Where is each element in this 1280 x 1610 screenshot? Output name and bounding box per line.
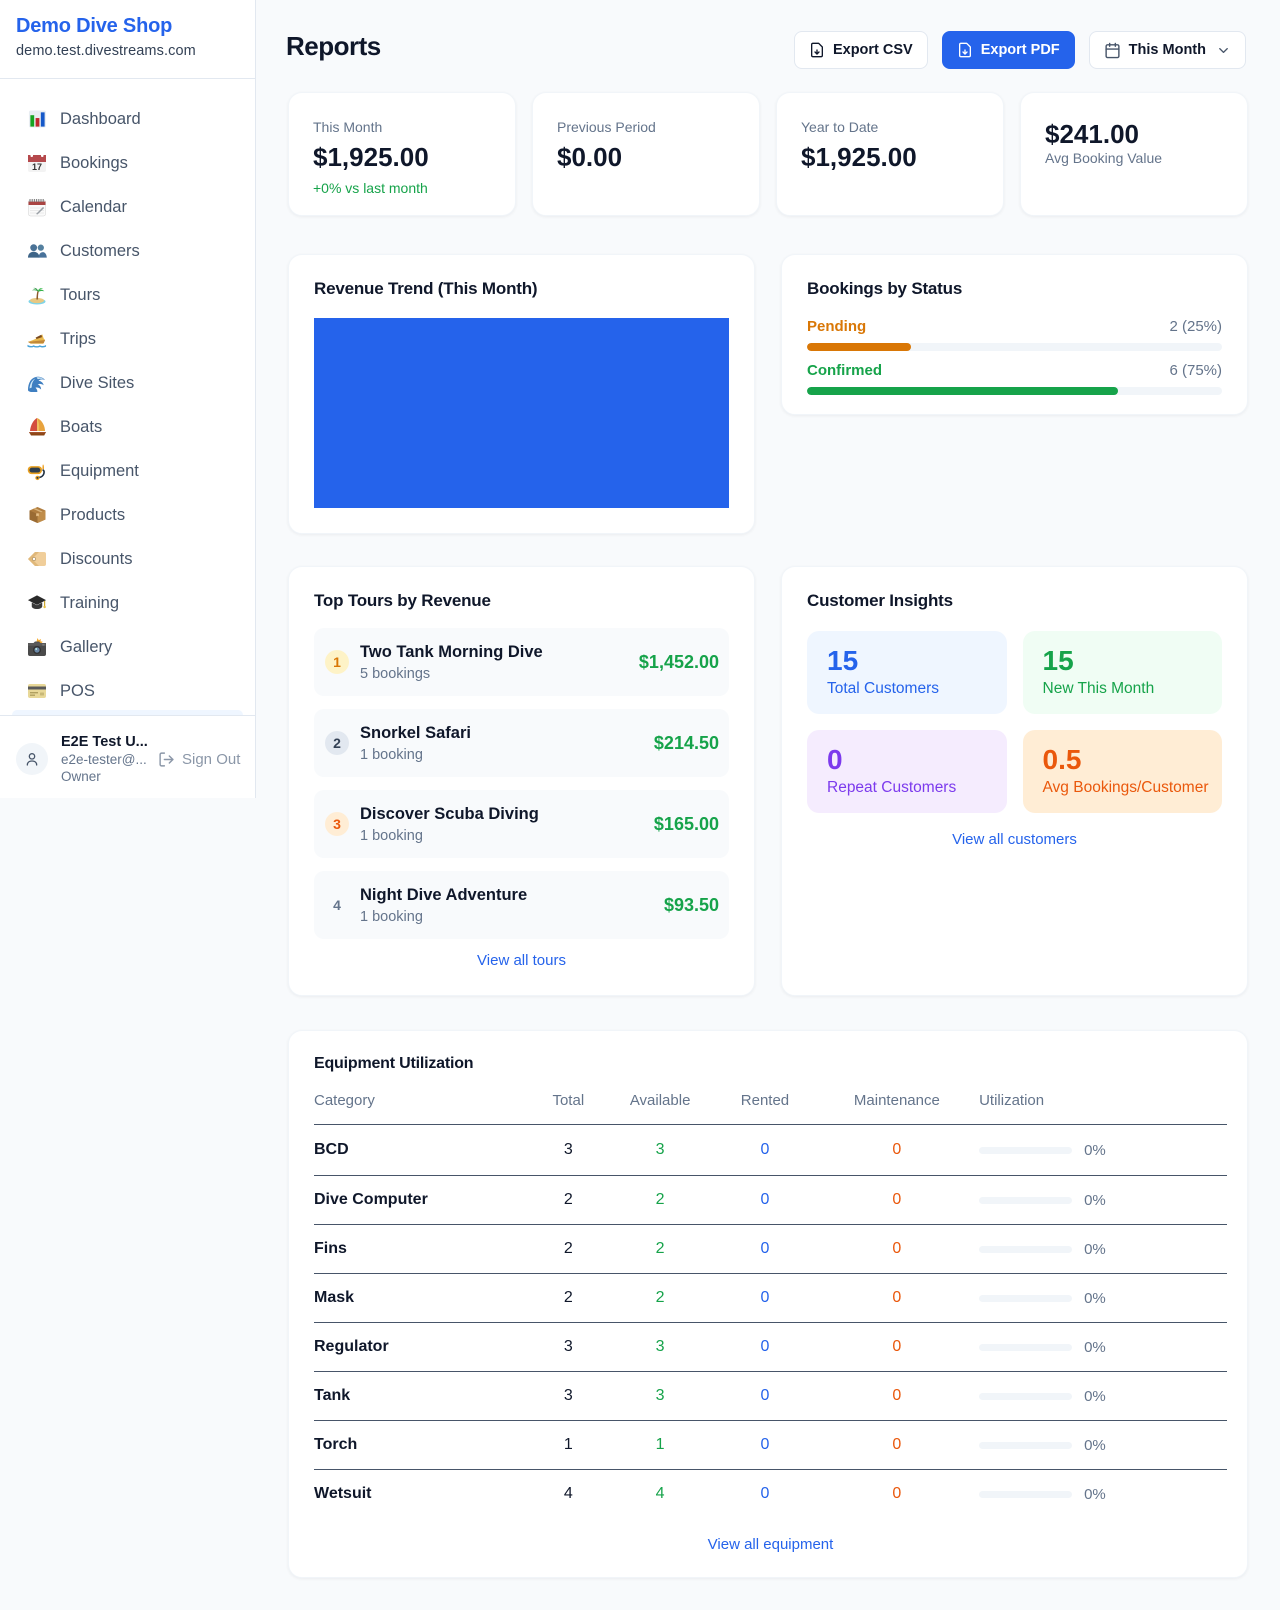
svg-text:17: 17 <box>32 162 42 172</box>
